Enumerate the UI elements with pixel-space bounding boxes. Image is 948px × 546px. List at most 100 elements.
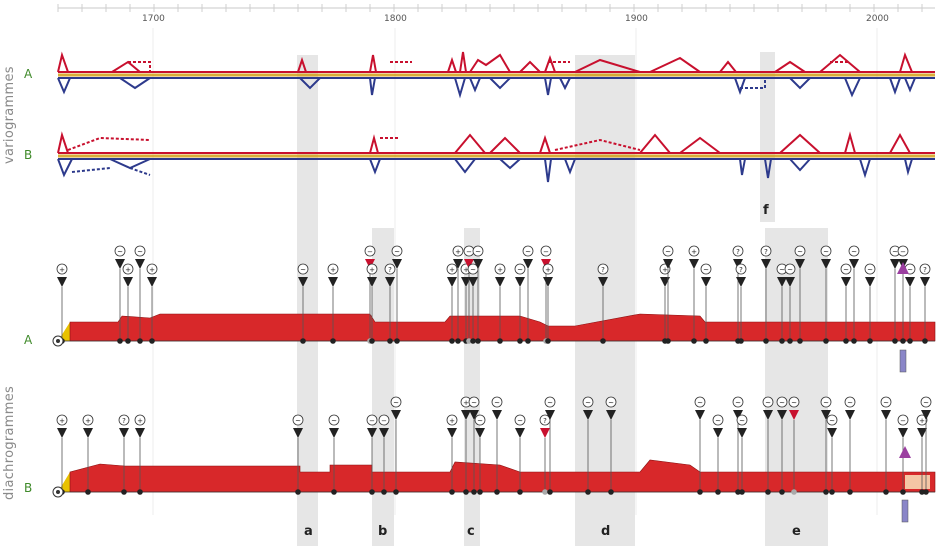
marker-symbol: −: [367, 248, 373, 256]
marker-triangle: [123, 277, 133, 287]
marker-dot: [149, 338, 155, 344]
marker-symbol-circle: [134, 414, 146, 426]
marker-triangle: [736, 277, 746, 287]
marker-dot: [765, 489, 771, 495]
marker-symbol: −: [466, 248, 472, 256]
marker-symbol: ~: [779, 266, 785, 274]
marker-dot: [300, 338, 306, 344]
marker-triangle: [543, 277, 553, 287]
marker-triangle: [849, 259, 859, 269]
variogramme-a: [57, 51, 935, 99]
marker-symbol-circle: [364, 245, 376, 257]
var-a-blue-dotted: [740, 78, 766, 89]
marker-dot: [477, 489, 483, 495]
marker-symbol: +: [125, 266, 131, 274]
marker-triangle: [469, 410, 479, 420]
var-b-red-peaks: [57, 131, 911, 154]
marker-triangle: [733, 259, 743, 269]
marker-triangle: [83, 428, 93, 438]
marker-triangle: [135, 259, 145, 269]
marker-triangle: [898, 428, 908, 438]
marker-symbol-circle: [514, 263, 526, 275]
marker-symbol-circle: [468, 396, 480, 408]
marker-symbol-circle: [390, 396, 402, 408]
marker-symbol-circle: [712, 414, 724, 426]
marker-symbol-circle: [542, 263, 554, 275]
marker-symbol: ~: [117, 248, 123, 256]
band-label-e: e: [792, 524, 801, 539]
marker-symbol-circle: [732, 245, 744, 257]
marker-symbol-circle: [597, 263, 609, 275]
purple-marker-b: [901, 499, 909, 523]
marker-dot: [900, 489, 906, 495]
purple-marker-a: [899, 349, 907, 373]
marker-symbol: ~: [791, 399, 797, 407]
marker-symbol-circle: [820, 396, 832, 408]
marker-symbol-circle: [820, 245, 832, 257]
year-1800: 1800: [384, 14, 407, 24]
dia-b-red-band: [69, 459, 936, 493]
marker-symbol: ~: [823, 248, 829, 256]
marker-symbol: ~: [739, 417, 745, 425]
marker-symbol: ~: [779, 399, 785, 407]
marker-triangle: [515, 428, 525, 438]
marker-triangle: [701, 277, 711, 287]
marker-dot: [922, 338, 928, 344]
marker-symbol-circle: [82, 414, 94, 426]
marker-dot: [330, 338, 336, 344]
marker-symbol: +: [455, 248, 461, 256]
marker-symbol-circle: [122, 263, 134, 275]
marker-symbol: ~: [517, 417, 523, 425]
marker-dot: [823, 489, 829, 495]
marker-symbol-circle: [784, 263, 796, 275]
marker-dot: [608, 489, 614, 495]
marker-dot: [525, 338, 531, 344]
marker-dot: [697, 489, 703, 495]
marker-symbol: +: [449, 417, 455, 425]
marker-symbol-circle: [840, 263, 852, 275]
marker-dot: [369, 338, 375, 344]
marker-symbol: ~: [847, 399, 853, 407]
marker-triangle: [329, 428, 339, 438]
marker-symbol: ?: [923, 266, 927, 274]
marker-symbol: +: [59, 417, 65, 425]
marker-symbol-circle: [328, 414, 340, 426]
marker-triangle: [606, 410, 616, 420]
marker-symbol: ~: [331, 417, 337, 425]
marker-symbol: ~: [923, 399, 929, 407]
marker-dot: [600, 338, 606, 344]
marker-symbol: +: [497, 266, 503, 274]
marker-symbol: +: [545, 266, 551, 274]
marker-triangle: [464, 259, 474, 269]
marker-triangle: [777, 277, 787, 287]
row-label-dia-b: B: [24, 481, 33, 495]
variogramme-b: [57, 131, 935, 183]
marker-triangle: [473, 259, 483, 269]
marker-triangle: [789, 410, 799, 420]
marker-symbol-circle: [732, 396, 744, 408]
marker-triangle: [761, 259, 771, 269]
marker-triangle: [392, 259, 402, 269]
marker-dot: [547, 489, 553, 495]
band-d: [575, 55, 635, 546]
marker-symbol-circle: [446, 414, 458, 426]
marker-triangle: [660, 277, 670, 287]
band-b: [372, 228, 394, 546]
marker-triangle: [763, 410, 773, 420]
marker-dot: [331, 489, 337, 495]
marker-symbol: ~: [892, 248, 898, 256]
marker-triangle: [841, 277, 851, 287]
marker-triangle: [367, 428, 377, 438]
marker-dot: [137, 338, 143, 344]
marker-symbol-circle: [794, 245, 806, 257]
marker-dot: [900, 338, 906, 344]
marker-symbol-circle: [391, 245, 403, 257]
marker-symbol: +: [691, 248, 697, 256]
marker-dot: [449, 489, 455, 495]
marker-symbol: ?: [543, 417, 547, 425]
marker-symbol: ~: [525, 248, 531, 256]
year-2000: 2000: [866, 14, 889, 24]
marker-symbol-circle: [920, 396, 932, 408]
dia-a-yellow-start: [58, 322, 70, 341]
marker-symbol: +: [85, 417, 91, 425]
